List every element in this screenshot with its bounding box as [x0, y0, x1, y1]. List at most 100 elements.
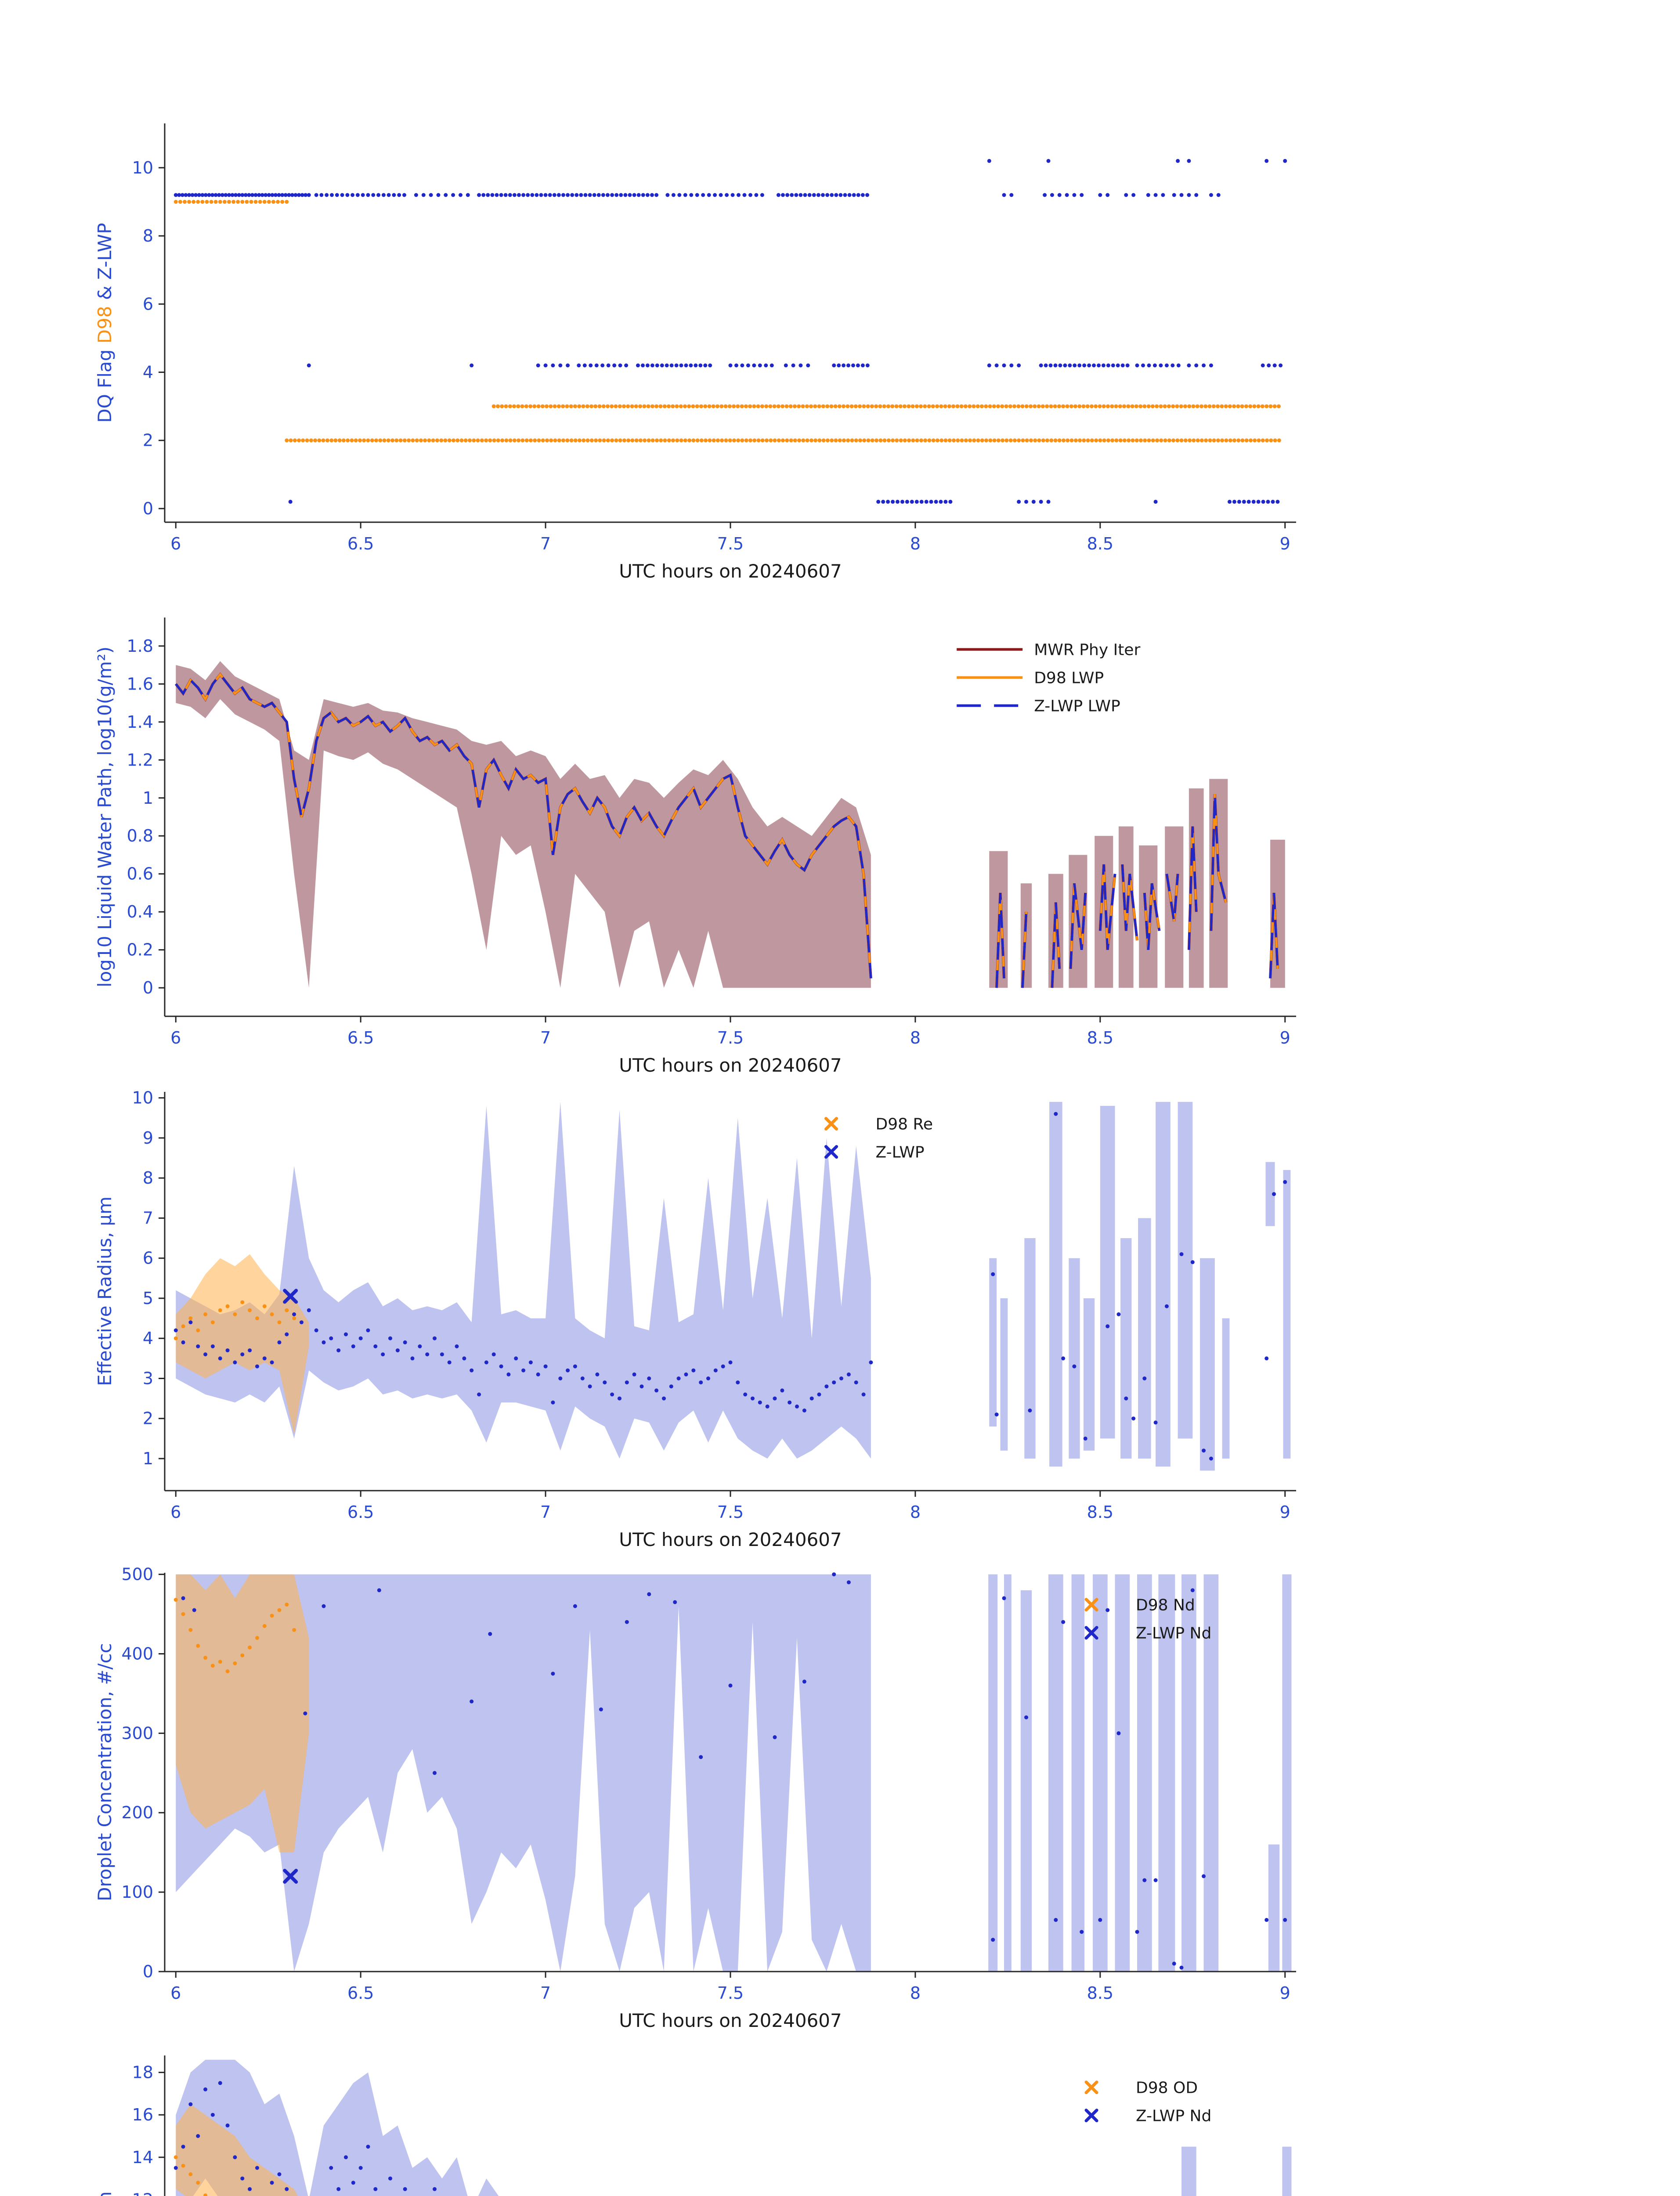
x-marker	[1084, 2080, 1098, 2095]
panel-4: 6 6.5 7 7.5 8 8.5 9 0 100 200 300 400 500 UTC hours o…	[94, 1565, 1296, 2031]
x-tick-label: 6.5	[347, 1503, 374, 1522]
legend: MWR Phy Iter D98 LWP Z-LWP LWP	[957, 641, 1140, 715]
axes	[159, 2055, 166, 2196]
x-tick-label: 8.5	[1087, 1983, 1113, 2003]
y-axis-label: Optical Depth	[94, 2191, 116, 2196]
y-tick-label: 0	[143, 499, 153, 518]
x-tick-label: 9	[1280, 1503, 1290, 1522]
y-tick-label: 16	[132, 2105, 153, 2124]
y-axis-label: Effective Radius, μm	[94, 1196, 116, 1386]
x-axis-label: UTC hours on 20240607	[619, 560, 842, 582]
y-tick-label: 4	[143, 363, 153, 382]
x-marker	[283, 1868, 298, 1884]
x-tick-label: 7	[540, 1028, 551, 1047]
uncertainty-band	[176, 1574, 309, 1853]
dq-row-y10.2	[987, 159, 1287, 163]
y-tick-label: 5	[143, 1289, 153, 1308]
panel-5: 66.577.588.59024681012141618UTC hours on…	[94, 2055, 1292, 2196]
y-tick-label: 4	[143, 1329, 153, 1348]
d98-re-dots	[173, 1300, 296, 1340]
zlwp-re-dots	[173, 1112, 1287, 1461]
y-tick-label: 0.2	[127, 940, 153, 960]
x-tick-label: 8.5	[1087, 534, 1113, 553]
x-axis-label: UTC hours on 20240607	[619, 1055, 842, 1076]
y-tick-label: 0.4	[127, 902, 153, 921]
legend-label: Z-LWP Nd	[1136, 1625, 1211, 1643]
panel-2: 6 6.5 7 7.5 8 8.5 9 0 0.2 0.4 0.6 0.8 1 1.2 1.4 1.6 1.8 U…	[94, 618, 1296, 1076]
y-tick-label: 6	[143, 294, 153, 314]
uncertainty-band	[176, 1254, 309, 1435]
y-tick-label: 100	[121, 1882, 153, 1902]
y-tick-label: 1.6	[127, 674, 153, 693]
y-tick-label: 2	[143, 431, 153, 450]
y-tick-label: 500	[121, 1565, 153, 1584]
axes	[159, 123, 1296, 528]
band-columns	[989, 1102, 1291, 1471]
y-tick-label: 3	[143, 1369, 153, 1388]
dq-row-y4.2	[307, 363, 1283, 368]
dq-row-y0.2	[288, 499, 1280, 504]
dq-row-y9	[173, 200, 289, 204]
x-tick-label: 8	[910, 1503, 921, 1522]
x-tick-label: 6	[170, 1503, 181, 1522]
legend: D98 Re Z-LWP	[824, 1116, 933, 1162]
x-tick-label: 9	[1280, 534, 1290, 553]
x-tick-label: 6.5	[347, 1983, 374, 2003]
x-tick-label: 9	[1280, 1028, 1290, 1047]
legend-label: D98 OD	[1136, 2079, 1198, 2097]
uncertainty-band	[176, 2104, 298, 2196]
legend-label: D98 Nd	[1136, 1596, 1195, 1614]
y-tick-label: 1.2	[127, 750, 153, 769]
legend-label: Z-LWP	[876, 1144, 925, 1162]
x-marker	[1084, 2109, 1098, 2123]
x-tick-label: 7.5	[717, 534, 744, 553]
x-marker	[1084, 1626, 1098, 1640]
x-tick-label: 7	[540, 534, 551, 553]
zlwp-od-dots	[173, 2081, 437, 2191]
dq-row-y2	[285, 438, 1281, 443]
x-tick-label: 8	[910, 1983, 921, 2003]
legend: D98 OD Z-LWP Nd	[1084, 2079, 1211, 2125]
y-tick-label: 10	[132, 158, 153, 177]
x-tick-label: 8.5	[1087, 1028, 1113, 1047]
x-tick-label: 8	[910, 1028, 921, 1047]
panel-1: 6 6.5 7 7.5 8 8.5 9 0 2 4 6 8 10 UTC hours on 2024060…	[94, 123, 1296, 582]
y-tick-label: 8	[143, 1168, 153, 1188]
y-tick-label: 200	[121, 1803, 153, 1822]
dq-row-y3	[491, 404, 1281, 408]
legend-label: Z-LWP Nd	[1136, 2107, 1211, 2125]
dq-row-y9.2	[173, 193, 1221, 197]
y-tick-label: 400	[121, 1644, 153, 1663]
x-tick-label: 6	[170, 1983, 181, 2003]
legend-label: D98 Re	[876, 1116, 933, 1134]
uncertainty-band	[176, 1102, 871, 1459]
y-tick-label: 9	[143, 1128, 153, 1148]
y-tick-label: 14	[132, 2148, 153, 2167]
x-tick-label: 7.5	[717, 1503, 744, 1522]
y-tick-label: 300	[121, 1723, 153, 1743]
uncertainty-band	[176, 1574, 871, 1972]
band-columns	[1181, 2146, 1292, 2196]
x-tick-label: 6	[170, 534, 181, 553]
uncertainty-band	[176, 2059, 499, 2196]
y-tick-label: 6	[143, 1249, 153, 1268]
zlwp-nd-dots	[181, 1572, 1287, 1970]
axes	[159, 1573, 1296, 1978]
x-tick-label: 8.5	[1087, 1503, 1113, 1522]
x-tick-label: 9	[1280, 1983, 1290, 2003]
zlwp-lwp-line	[175, 672, 1279, 988]
legend-label: MWR Phy Iter	[1034, 641, 1140, 659]
d98-nd-dots	[173, 1598, 296, 1673]
y-tick-label: 7	[143, 1208, 153, 1228]
y-tick-label: 2	[143, 1409, 153, 1428]
x-tick-label: 6	[170, 1028, 181, 1047]
x-tick-label: 8	[910, 534, 921, 553]
y-tick-label: 1.8	[127, 636, 153, 656]
y-tick-label: 12	[132, 2190, 153, 2196]
x-tick-label: 7.5	[717, 1983, 744, 2003]
x-marker	[824, 1145, 838, 1159]
x-axis-label: UTC hours on 20240607	[619, 2010, 842, 2031]
x-axis-label: UTC hours on 20240607	[619, 1529, 842, 1550]
